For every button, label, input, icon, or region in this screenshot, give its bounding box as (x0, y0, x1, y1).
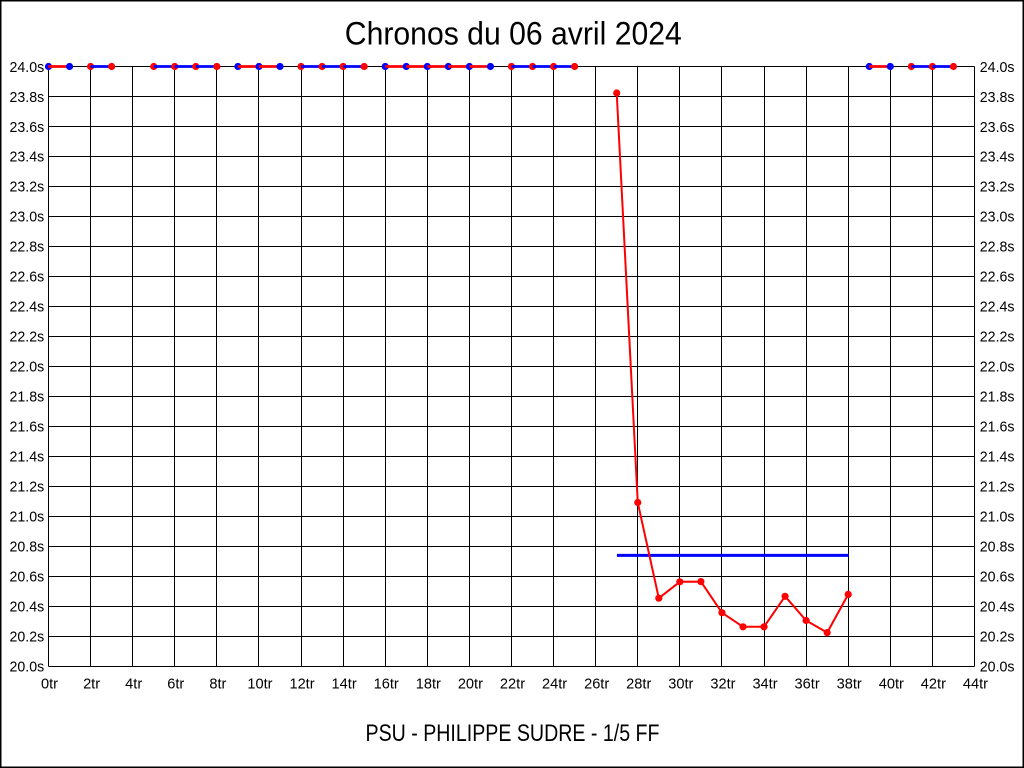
svg-text:20.0s: 20.0s (980, 658, 1015, 675)
svg-text:21.8s: 21.8s (980, 389, 1015, 406)
svg-text:20.4s: 20.4s (980, 598, 1015, 615)
svg-text:21.0s: 21.0s (980, 508, 1015, 525)
svg-text:22.2s: 22.2s (980, 329, 1015, 346)
svg-text:44tr: 44tr (963, 677, 988, 693)
svg-text:22.0s: 22.0s (10, 359, 45, 376)
svg-text:22.8s: 22.8s (980, 239, 1015, 256)
svg-text:20.2s: 20.2s (10, 628, 45, 645)
svg-text:6tr: 6tr (167, 677, 184, 693)
svg-text:34tr: 34tr (752, 677, 777, 693)
svg-text:18tr: 18tr (416, 677, 441, 693)
svg-text:21.2s: 21.2s (10, 478, 45, 495)
svg-text:12tr: 12tr (289, 677, 314, 693)
svg-text:21.8s: 21.8s (10, 389, 45, 406)
svg-text:20.8s: 20.8s (980, 538, 1015, 555)
svg-text:4tr: 4tr (125, 677, 142, 693)
svg-text:22.8s: 22.8s (10, 239, 45, 256)
svg-text:23.4s: 23.4s (980, 149, 1015, 166)
svg-text:32tr: 32tr (710, 677, 735, 693)
svg-text:38tr: 38tr (837, 677, 862, 693)
svg-text:23.8s: 23.8s (10, 89, 45, 106)
svg-text:24.0s: 24.0s (980, 59, 1015, 76)
svg-text:23.0s: 23.0s (10, 209, 45, 226)
svg-text:22.2s: 22.2s (10, 329, 45, 346)
svg-text:21.6s: 21.6s (980, 419, 1015, 436)
svg-text:21.4s: 21.4s (980, 448, 1015, 465)
svg-text:24.0s: 24.0s (10, 59, 45, 76)
svg-text:2tr: 2tr (83, 677, 100, 693)
svg-text:Chronos du 06 avril 2024: Chronos du 06 avril 2024 (345, 16, 682, 52)
svg-text:40tr: 40tr (879, 677, 904, 693)
svg-text:14tr: 14tr (332, 677, 357, 693)
svg-text:PSU - PHILIPPE SUDRE - 1/5 FF: PSU - PHILIPPE SUDRE - 1/5 FF (366, 720, 660, 747)
svg-text:22.6s: 22.6s (980, 269, 1015, 286)
svg-text:23.6s: 23.6s (980, 119, 1015, 136)
svg-text:23.4s: 23.4s (10, 149, 45, 166)
svg-text:23.2s: 23.2s (980, 179, 1015, 196)
svg-text:36tr: 36tr (795, 677, 820, 693)
svg-text:23.2s: 23.2s (10, 179, 45, 196)
svg-text:21.6s: 21.6s (10, 419, 45, 436)
svg-text:22.6s: 22.6s (10, 269, 45, 286)
svg-text:10tr: 10tr (247, 677, 272, 693)
svg-text:22.0s: 22.0s (980, 359, 1015, 376)
svg-text:20tr: 20tr (458, 677, 483, 693)
svg-text:30tr: 30tr (668, 677, 693, 693)
svg-text:26tr: 26tr (584, 677, 609, 693)
svg-text:20.6s: 20.6s (980, 568, 1015, 585)
svg-text:28tr: 28tr (626, 677, 651, 693)
svg-text:0tr: 0tr (41, 677, 58, 693)
svg-text:20.8s: 20.8s (10, 538, 45, 555)
svg-text:20.4s: 20.4s (10, 598, 45, 615)
svg-text:20.6s: 20.6s (10, 568, 45, 585)
svg-text:23.8s: 23.8s (980, 89, 1015, 106)
svg-text:22.4s: 22.4s (980, 299, 1015, 316)
svg-text:23.6s: 23.6s (10, 119, 45, 136)
svg-text:22.4s: 22.4s (10, 299, 45, 316)
svg-text:16tr: 16tr (374, 677, 399, 693)
svg-text:42tr: 42tr (921, 677, 946, 693)
svg-text:24tr: 24tr (542, 677, 567, 693)
svg-text:20.2s: 20.2s (980, 628, 1015, 645)
svg-text:21.2s: 21.2s (980, 478, 1015, 495)
svg-text:20.0s: 20.0s (10, 658, 45, 675)
svg-text:23.0s: 23.0s (980, 209, 1015, 226)
svg-text:21.4s: 21.4s (10, 448, 45, 465)
svg-text:22tr: 22tr (500, 677, 525, 693)
svg-text:8tr: 8tr (209, 677, 226, 693)
svg-text:21.0s: 21.0s (10, 508, 45, 525)
